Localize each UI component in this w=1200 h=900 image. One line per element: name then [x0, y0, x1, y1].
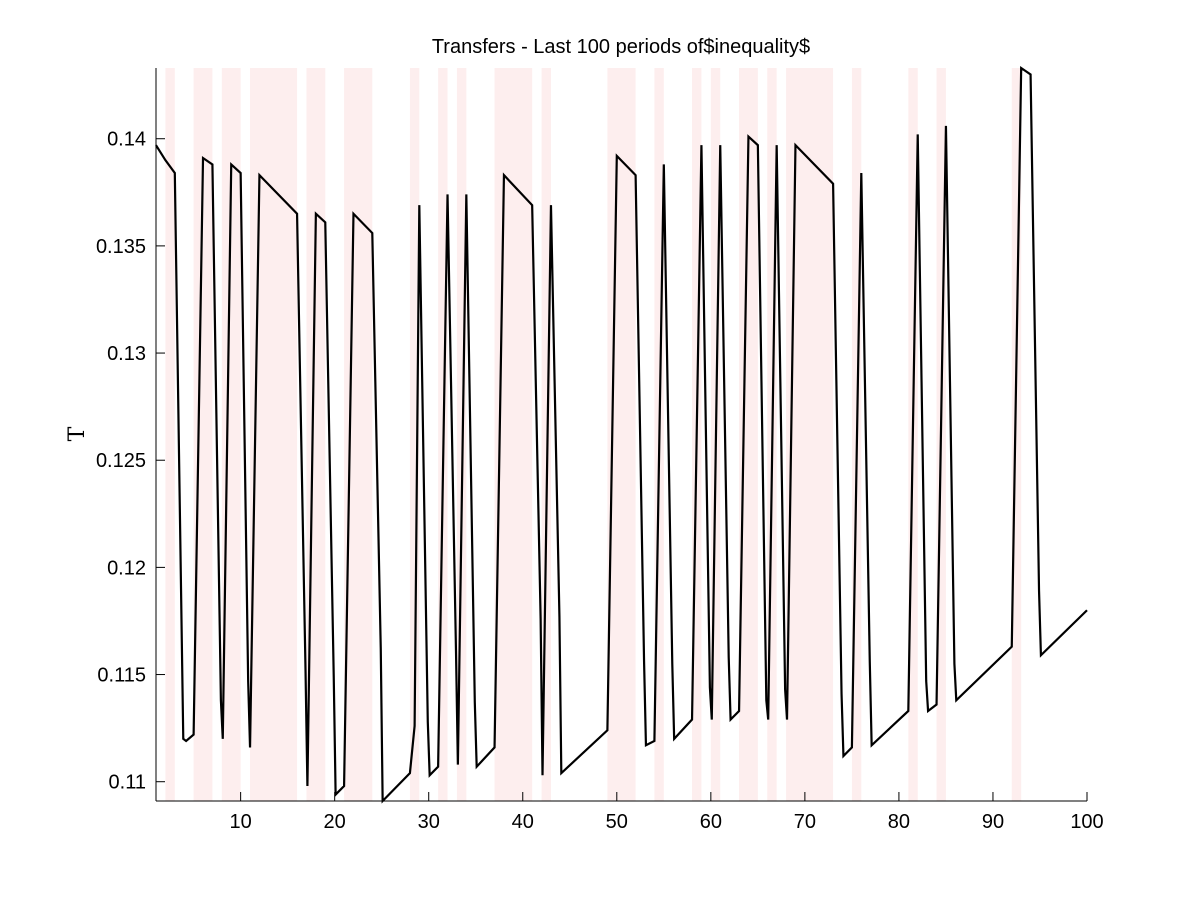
shaded-period-15	[739, 68, 758, 801]
shaded-periods	[165, 68, 1022, 801]
x-tick-label-8: 90	[982, 811, 1004, 833]
y-tick-label-6: 0.14	[107, 129, 146, 151]
x-tick-label-5: 60	[700, 811, 722, 833]
shaded-period-1	[193, 68, 213, 801]
shaded-period-5	[344, 68, 373, 801]
shaded-period-3	[250, 68, 298, 801]
shaded-period-0	[165, 68, 175, 801]
shaded-period-2	[221, 68, 241, 801]
x-tick-label-1: 20	[324, 811, 346, 833]
x-tick-label-3: 40	[512, 811, 534, 833]
x-tick-label-4: 50	[606, 811, 628, 833]
y-tick-label-2: 0.12	[107, 557, 146, 579]
y-tick-label-5: 0.135	[96, 236, 146, 258]
ticks: 10 20 30 40 50 60 70 80 90 100 0.11 0.115 0.12 0.125 0…	[96, 129, 1104, 833]
axes	[155, 68, 1087, 802]
chart-title: Transfers - Last 100 periods of$inequali…	[432, 36, 810, 58]
y-tick-label-3: 0.125	[96, 450, 146, 472]
shaded-period-4	[306, 68, 326, 801]
y-axis-label: T	[65, 426, 90, 441]
x-tick-label-0: 10	[230, 811, 252, 833]
shaded-period-8	[456, 68, 467, 801]
shaded-period-9	[494, 68, 533, 801]
x-tick-label-6: 70	[794, 811, 816, 833]
y-tick-label-4: 0.13	[107, 343, 146, 365]
shaded-period-21	[1011, 68, 1022, 801]
shaded-period-6	[409, 68, 420, 801]
y-tick-label-1: 0.115	[97, 665, 146, 687]
series-line-0	[155, 65, 1088, 804]
x-tick-label-9: 100	[1070, 811, 1103, 833]
x-tick-label-7: 80	[888, 811, 910, 833]
series-layer	[155, 65, 1088, 804]
y-tick-label-0: 0.11	[109, 772, 146, 794]
shaded-period-10	[541, 68, 551, 801]
x-tick-label-2: 30	[418, 811, 440, 833]
